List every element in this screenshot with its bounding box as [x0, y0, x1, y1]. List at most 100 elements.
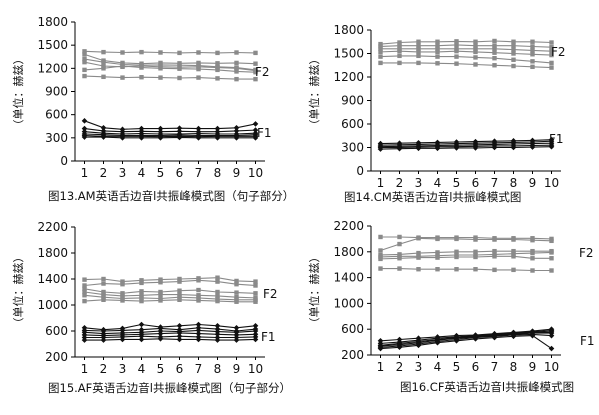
- y-tick-label: 600: [341, 117, 364, 131]
- data-point: [101, 295, 106, 300]
- data-point: [492, 63, 497, 68]
- series-line: [84, 329, 256, 335]
- series-label: F2: [579, 246, 594, 260]
- data-point: [101, 59, 106, 65]
- data-point: [253, 291, 258, 296]
- series-line: [84, 58, 256, 71]
- data-point: [548, 345, 555, 352]
- x-tick-label: 1: [377, 360, 385, 374]
- data-point: [453, 338, 460, 344]
- y-tick-label: 1800: [333, 23, 364, 37]
- x-tick-label: 8: [510, 176, 518, 190]
- data-point: [416, 46, 421, 51]
- data-point: [215, 67, 220, 73]
- chart-caption: 图13.AM英语舌边音l共振峰模式图（句子部分）: [48, 189, 294, 203]
- data-point: [233, 124, 240, 131]
- data-point: [472, 145, 479, 151]
- data-point: [378, 44, 383, 49]
- data-point: [454, 42, 459, 48]
- data-point: [473, 62, 478, 67]
- data-point: [215, 298, 220, 304]
- series-f2-3: [82, 56, 258, 73]
- data-point: [252, 135, 259, 141]
- data-point: [252, 323, 259, 329]
- data-point: [215, 279, 220, 284]
- data-point: [81, 118, 88, 124]
- series-f2-3: [378, 46, 554, 54]
- data-point: [82, 56, 87, 62]
- data-point: [177, 50, 182, 56]
- chart-panel-1: 0 300 600 900 1200 1500 1800 1 2 3 4 5 6 7 8 9 10 F2 F1 （单位…: [11, 15, 294, 203]
- x-tick-label: 6: [176, 166, 184, 180]
- data-point: [234, 60, 239, 66]
- data-point: [215, 65, 220, 70]
- data-point: [82, 286, 87, 291]
- data-point: [120, 291, 125, 296]
- data-point: [119, 135, 126, 141]
- series-f2-4: [378, 48, 554, 58]
- data-point: [435, 39, 440, 44]
- data-point: [196, 287, 201, 293]
- series-f1-12: [377, 332, 555, 352]
- data-point: [157, 125, 164, 132]
- data-point: [549, 268, 554, 273]
- series-line: [84, 299, 256, 303]
- series-f2-6: [378, 60, 554, 70]
- series-line: [84, 131, 256, 135]
- data-point: [158, 280, 163, 285]
- data-point: [157, 135, 164, 141]
- data-point: [454, 267, 459, 272]
- data-point: [214, 125, 221, 132]
- x-tick-label: 1: [377, 176, 385, 190]
- series-f2-6: [82, 297, 258, 304]
- series-f2-2: [82, 52, 258, 66]
- y-tick-label: 1800: [37, 246, 68, 260]
- data-point: [158, 66, 163, 71]
- y-tick-label: 900: [341, 94, 364, 108]
- data-point: [549, 238, 554, 244]
- data-point: [529, 332, 536, 339]
- series-f2-1: [82, 49, 258, 56]
- series-label: F2: [551, 45, 566, 59]
- data-point: [176, 336, 183, 343]
- data-point: [454, 48, 459, 54]
- chart-panel-2: 0 300 600 900 1200 1500 1800 1 2 3 4 5 6 7 8 9 10 F2 F1 （单位…: [307, 23, 566, 204]
- y-tick-label: 1000: [333, 296, 364, 310]
- data-point: [120, 293, 125, 299]
- x-tick-label: 10: [248, 362, 263, 376]
- data-point: [454, 236, 459, 242]
- x-tick-label: 1: [81, 166, 89, 180]
- data-point: [473, 49, 478, 55]
- data-point: [138, 135, 145, 141]
- data-point: [492, 38, 497, 44]
- data-point: [473, 46, 478, 51]
- data-point: [195, 330, 202, 337]
- series-label: F1: [261, 330, 276, 344]
- data-point: [492, 43, 497, 48]
- data-point: [82, 67, 87, 73]
- data-point: [100, 337, 107, 343]
- series-f1-12: [81, 336, 259, 343]
- data-point: [530, 48, 535, 53]
- data-point: [234, 278, 239, 284]
- data-point: [492, 254, 497, 259]
- data-point: [196, 66, 201, 72]
- x-tick-label: 4: [434, 176, 442, 190]
- data-point: [139, 298, 144, 304]
- data-point: [378, 248, 383, 253]
- data-point: [158, 75, 163, 80]
- data-point: [435, 46, 440, 51]
- y-tick-label: 0: [356, 164, 364, 178]
- data-point: [177, 288, 182, 293]
- data-point: [139, 293, 144, 298]
- data-point: [472, 336, 479, 342]
- x-tick-label: 9: [529, 176, 537, 190]
- data-point: [454, 46, 459, 51]
- data-point: [454, 249, 459, 254]
- series-line: [380, 237, 552, 252]
- series-line: [84, 134, 256, 138]
- data-point: [234, 50, 239, 55]
- data-point: [234, 282, 239, 287]
- y-tick-label: 1200: [333, 70, 364, 84]
- x-tick-label: 10: [248, 166, 263, 180]
